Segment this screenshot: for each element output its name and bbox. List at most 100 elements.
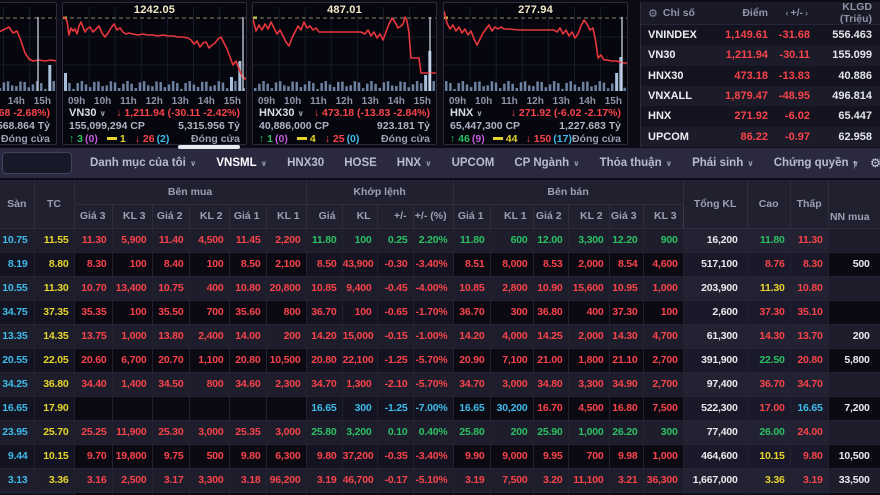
time-tick: 15h [605, 96, 622, 107]
buy-price-2: 10.75 [152, 276, 189, 300]
sell-volume-2: 1,800 [568, 348, 609, 372]
vnindex-mini-chart[interactable]: 09h10h11h12h13h14h15h31.68 -2.68%)2,568.… [0, 2, 57, 145]
index-col-name: Chỉ số [663, 7, 695, 19]
low-price: 20.80 [790, 348, 828, 372]
board-row[interactable]: 34.7537.3535.3510035.5070035.6080036.701… [0, 300, 880, 324]
tab-danh-mục-của-tôi[interactable]: Danh mục của tôi∨ [80, 157, 206, 169]
gear-icon[interactable]: ⚙ [648, 7, 658, 20]
match-price: 3.19 [306, 468, 342, 492]
low-price: 9.80 [790, 444, 828, 468]
chevron-down-icon: ∨ [747, 159, 754, 168]
sell-price-1: 8.51 [453, 252, 490, 276]
index-table-body: VNINDEX1,149.61-31.68556.46312VN301,211.… [641, 25, 880, 147]
match-volume: 15,000 [342, 324, 377, 348]
index-name: HNX30 [641, 70, 712, 82]
buy-price-2: 35.50 [152, 300, 189, 324]
reference-price: 36.80 [34, 372, 74, 396]
index-change: -31.68 [768, 29, 810, 41]
high-price: 3.36 [747, 468, 790, 492]
tab-hnx[interactable]: HNX∨ [387, 157, 442, 169]
index-row[interactable]: VNXALL1,879.47-48.95496.81412 [641, 86, 880, 106]
tab-vnsml[interactable]: VNSML∨ [206, 157, 277, 169]
sell-price-1: 3.19 [453, 468, 490, 492]
floor-price: 23.95 [0, 420, 34, 444]
board-row[interactable]: 8.198.808.301008.401008.502,1008.5043,90… [0, 252, 880, 276]
match-change-pct: 2.20% [413, 228, 453, 252]
nav-scroll-thumb[interactable] [178, 145, 240, 149]
sell-volume-3: 300 [643, 420, 683, 444]
tab-hnx30[interactable]: HNX30 [277, 157, 334, 169]
symbol-search-input[interactable] [2, 152, 72, 174]
buy-price-1: 14.00 [229, 324, 266, 348]
vnindex-mini-chart-plot [0, 3, 56, 95]
board-row[interactable]: 34.2536.8034.401,40034.5080034.602,30034… [0, 372, 880, 396]
index-row[interactable]: VN301,211.94-30.11155.0995 [641, 45, 880, 65]
board-row[interactable]: 20.5522.0520.606,70020.701,10020.8010,50… [0, 348, 880, 372]
tab-label: CP Ngành [514, 157, 569, 169]
chart-breadth-line: ↑ 46(9)44↓ 150(17)Đóng cửa [444, 133, 627, 146]
match-price: 16.65 [306, 396, 342, 420]
total-volume: 522,300 [683, 396, 747, 420]
board-row[interactable]: 13.3514.3513.751,00013.802,40014.0020014… [0, 324, 880, 348]
chevron-down-icon: ∨ [425, 159, 432, 168]
chevron-down-icon: ∨ [666, 159, 673, 168]
header-high: Cao [747, 180, 790, 228]
header-sell-price3: Giá 3 [609, 204, 643, 228]
index-col-klgd: KLGD (Triệu) [810, 1, 872, 25]
index-change: -6.02 [768, 110, 810, 122]
settings-gear-icon[interactable]: ⚙ [870, 156, 880, 170]
foreign-buy-volume [828, 228, 880, 252]
scroll-top-icon[interactable]: ↑ [840, 156, 871, 171]
buy-price-3: 20.60 [74, 348, 112, 372]
index-table-header: ⚙ Chỉ số Điểm ‹+/-› KLGD (Triệu) G [641, 2, 880, 25]
buy-price-1: 34.60 [229, 372, 266, 396]
match-change: -0.30 [377, 252, 413, 276]
buy-price-1: 10.80 [229, 276, 266, 300]
tab-label: VNSML [216, 157, 256, 169]
hnx-mini-chart-clip: 277.9409h10h11h12h13h14h15hHNX∨↓ 271.92 … [443, 2, 628, 147]
index-row[interactable]: HNX271.92-6.0265.4471 [641, 106, 880, 126]
hnx30-mini-chart[interactable]: 487.0109h10h11h12h13h14h15hHNX30∨↓ 473.1… [252, 2, 437, 145]
buy-volume-2: 500 [189, 444, 229, 468]
index-row[interactable]: HNX30473.18-13.8340.886 [641, 66, 880, 86]
board-row[interactable]: 10.7511.5511.305,90011.404,50011.452,200… [0, 228, 880, 252]
floor-price: 16.65 [0, 396, 34, 420]
chart-symbol-line: HNX∨↓ 271.92 (-6.02 -2.17%) [444, 107, 627, 120]
board-row[interactable]: 9.4410.159.7019,8009.755009.806,3009.803… [0, 444, 880, 468]
time-axis: 09h10h11h12h13h14h15h [0, 95, 56, 107]
index-name: HNX [641, 110, 712, 122]
index-klgd: 62.958 [810, 131, 872, 143]
board-row[interactable]: 23.9525.7025.2511,90025.303,00025.353,00… [0, 420, 880, 444]
tab-thỏa-thuận[interactable]: Thỏa thuận∨ [590, 157, 682, 169]
chart-value-ty: 5,315.956 Tỷ [178, 120, 240, 133]
index-gtgd-partial: 1 [872, 131, 880, 143]
tab-hose[interactable]: HOSE [334, 157, 387, 169]
total-volume: 1,667,000 [683, 468, 747, 492]
vn30-mini-chart[interactable]: 1242.0509h10h11h12h13h14h15hVN30∨↓ 1,211… [62, 2, 247, 145]
index-gtgd-partial: 1 [872, 110, 880, 122]
chart-value-ty: 923.181 Tỷ [377, 120, 430, 133]
board-row[interactable]: 16.6517.9016.65300-1.25-7.00%16.6530,200… [0, 396, 880, 420]
time-tick: 10h [94, 96, 111, 107]
match-change: 0.25 [377, 228, 413, 252]
tab-upcom[interactable]: UPCOM [442, 157, 505, 169]
index-row[interactable]: UPCOM86.22-0.9762.9581 [641, 127, 880, 147]
chart-value-ty: 1,227.683 Tỷ [559, 120, 621, 133]
sell-volume-3: 4,600 [643, 252, 683, 276]
board-row[interactable]: 3.133.363.162,5003.173,3003.1896,2003.19… [0, 468, 880, 492]
buy-volume-3: 13,400 [112, 276, 152, 300]
sell-volume-1: 600 [490, 228, 533, 252]
match-price: 20.80 [306, 348, 342, 372]
match-change: -0.45 [377, 276, 413, 300]
board-row[interactable]: 10.5511.3010.7013,40010.7540010.8020,800… [0, 276, 880, 300]
tab-cp-ngành[interactable]: CP Ngành∨ [504, 157, 589, 169]
buy-price-2: 13.80 [152, 324, 189, 348]
buy-price-2: 9.75 [152, 444, 189, 468]
sell-volume-2: 3,300 [568, 228, 609, 252]
hnx-mini-chart[interactable]: 277.9409h10h11h12h13h14h15hHNX∨↓ 271.92 … [443, 2, 628, 145]
index-row[interactable]: VNINDEX1,149.61-31.68556.46312 [641, 25, 880, 45]
buy-volume-1: 2,200 [266, 228, 306, 252]
next-column-icon[interactable]: › [803, 8, 810, 18]
tab-phái-sinh[interactable]: Phái sinh∨ [682, 157, 764, 169]
index-gtgd-partial: 5 [872, 49, 880, 61]
